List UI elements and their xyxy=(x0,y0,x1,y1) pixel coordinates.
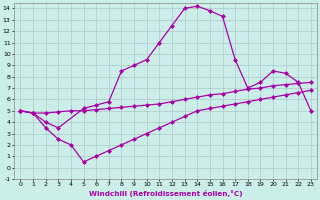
X-axis label: Windchill (Refroidissement éolien,°C): Windchill (Refroidissement éolien,°C) xyxy=(89,190,243,197)
